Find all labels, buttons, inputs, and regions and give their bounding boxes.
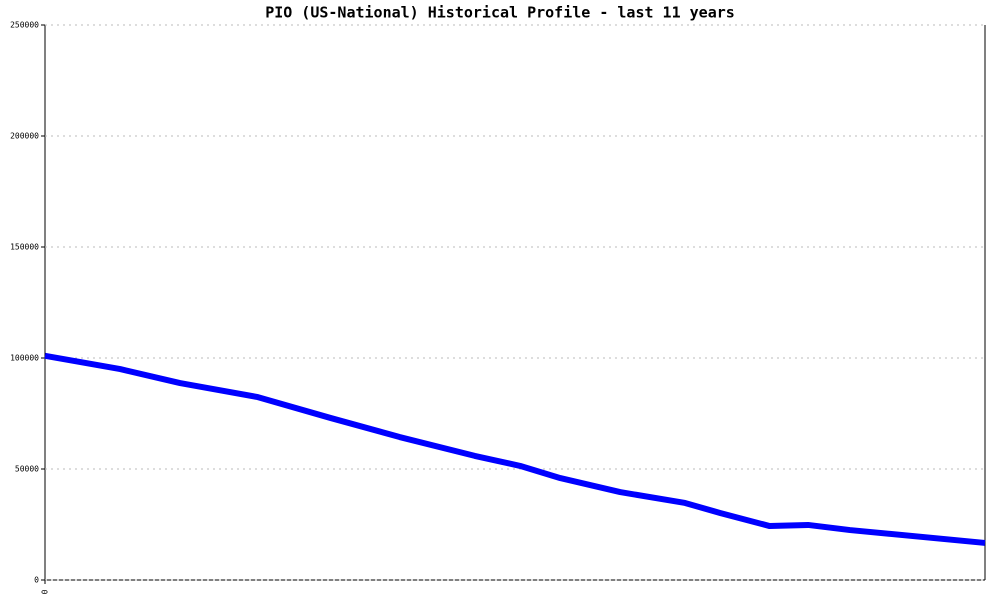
chart-title: PIO (US-National) Historical Profile - l… (265, 4, 735, 22)
y-tick-label: 150000 (10, 243, 39, 252)
y-tick-label: 200000 (10, 132, 39, 141)
data-line (44, 352, 986, 546)
y-tick-label: 250000 (10, 21, 39, 30)
x-tick-label: 0 (41, 589, 50, 594)
y-tick-label: 50000 (15, 465, 39, 474)
y-tick-label: 100000 (10, 354, 39, 363)
y-tick-label: 0 (34, 576, 39, 585)
